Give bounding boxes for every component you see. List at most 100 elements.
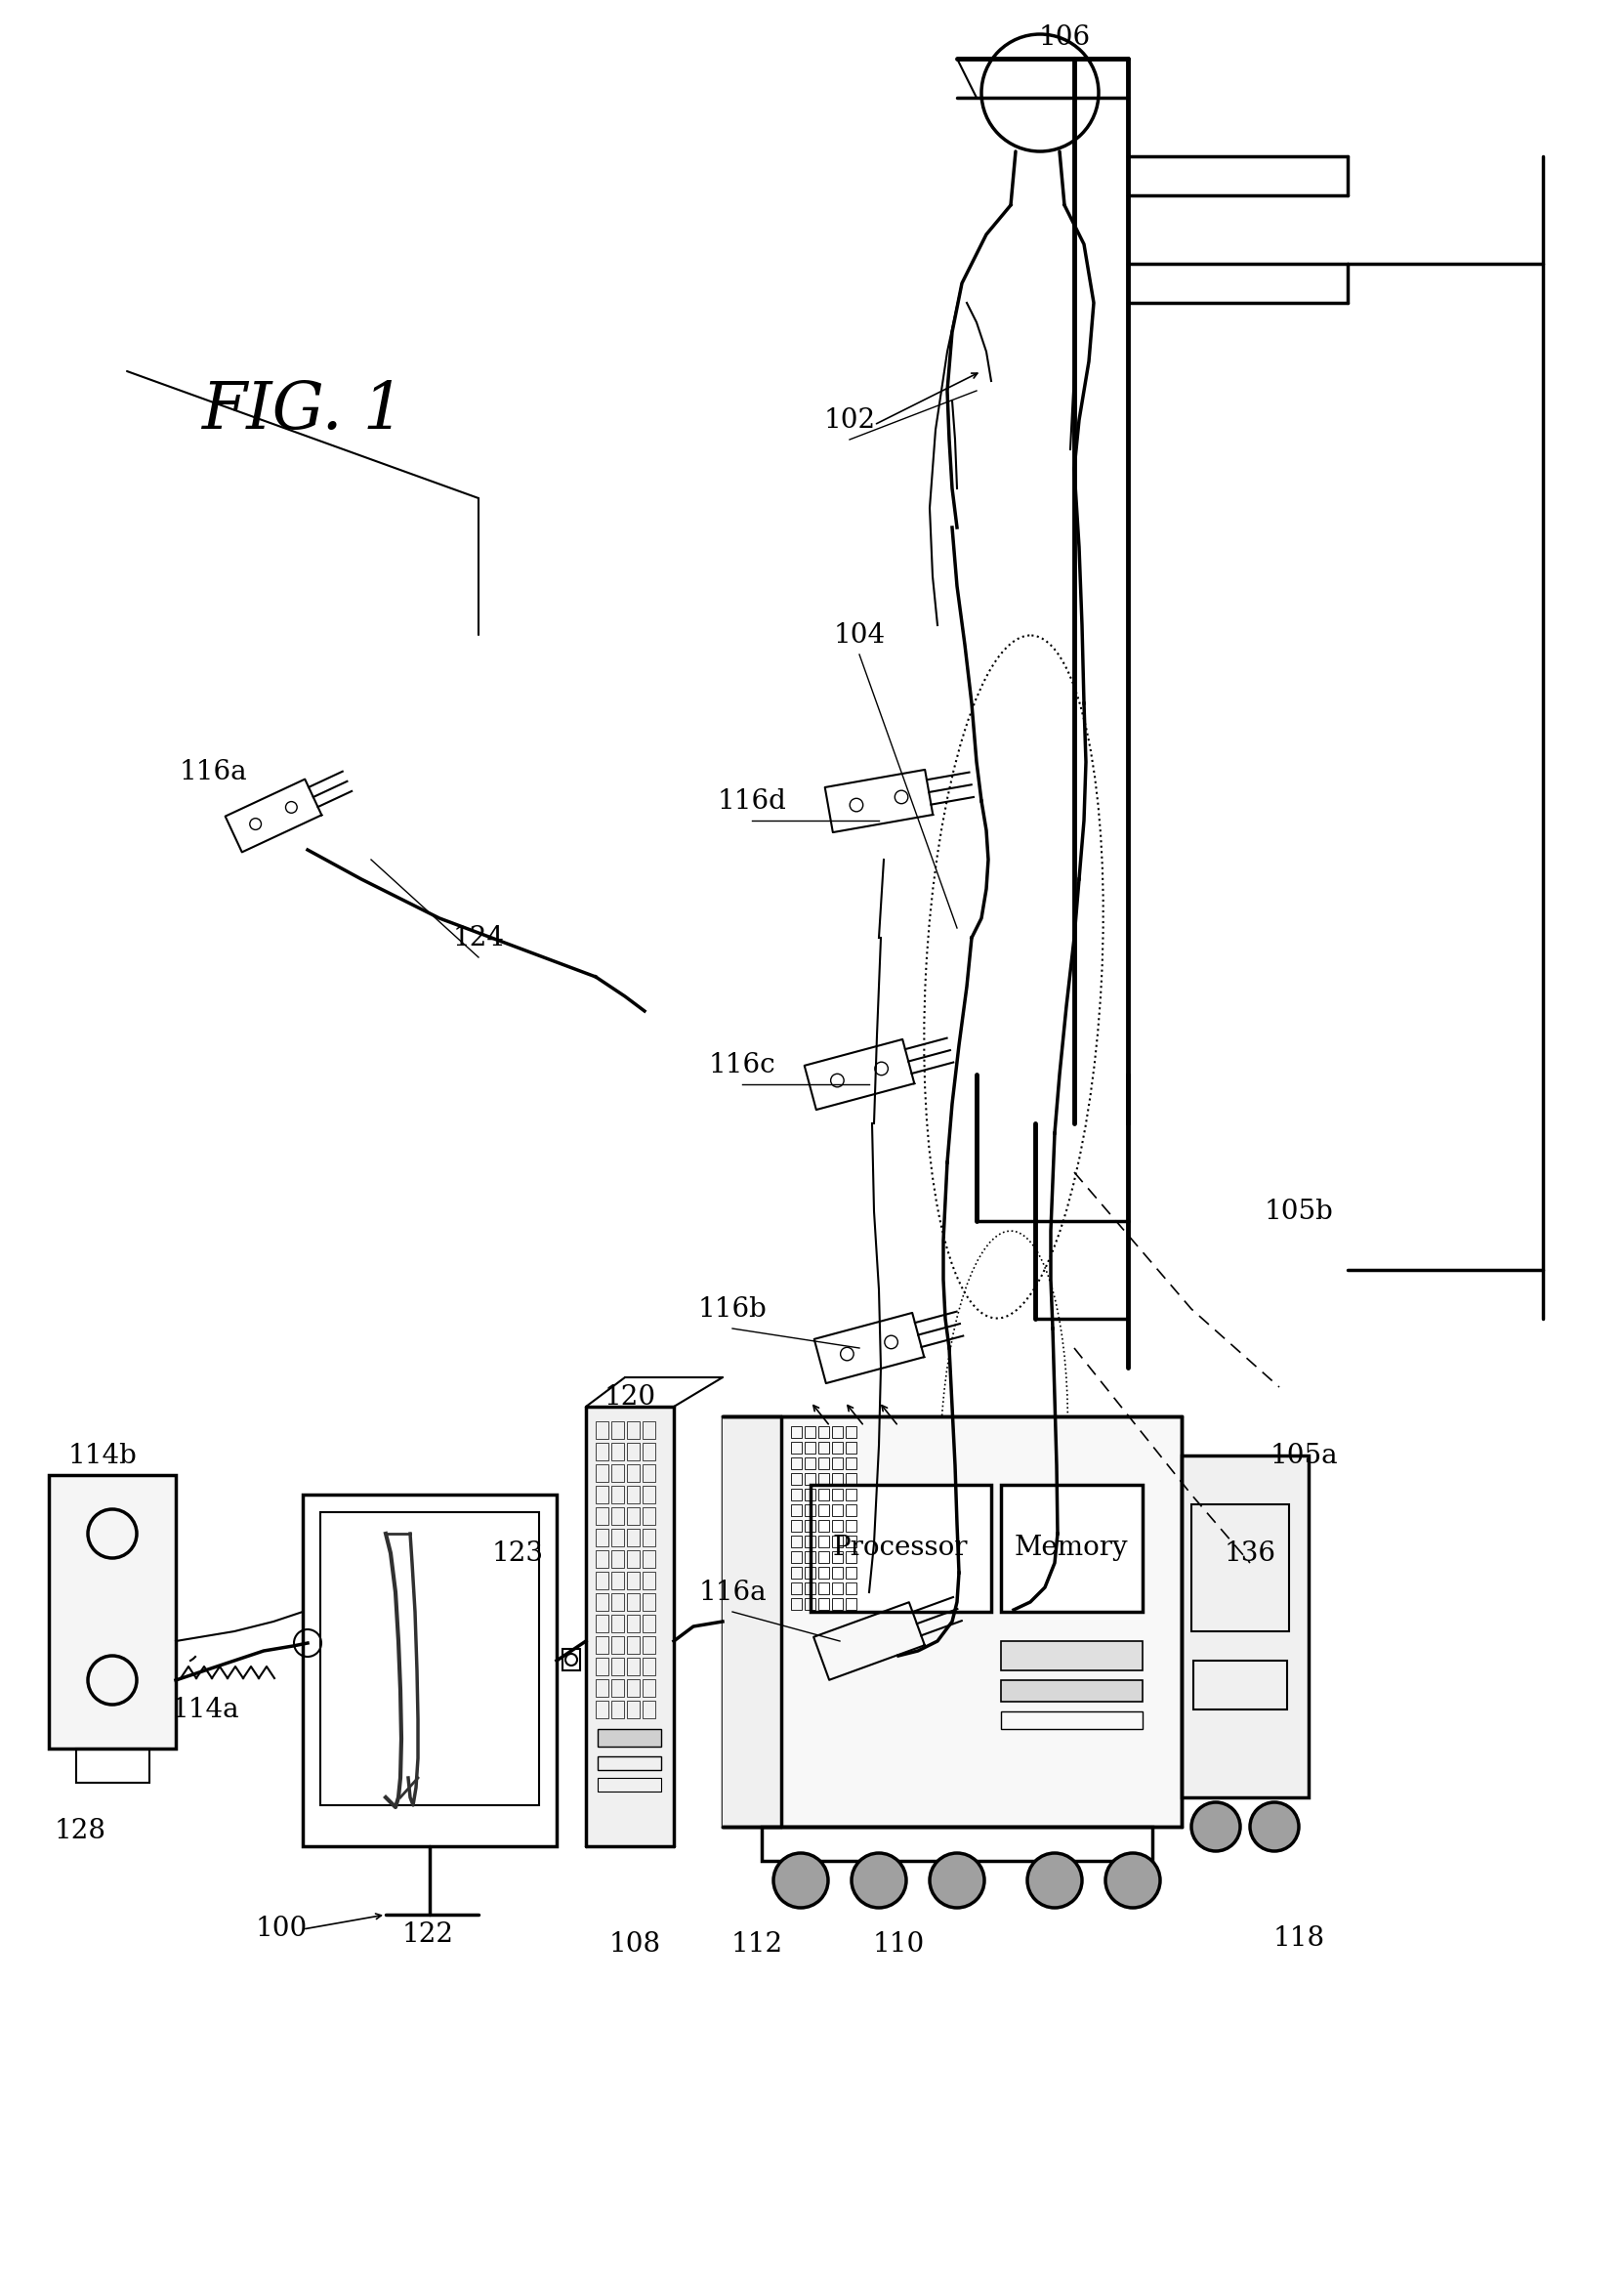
Bar (804, 1551, 815, 1563)
Bar (791, 1503, 802, 1517)
Text: 123: 123 (492, 1540, 544, 1567)
Bar (818, 1583, 830, 1595)
Text: 114a: 114a (171, 1697, 239, 1722)
Text: 116c: 116c (708, 1052, 776, 1077)
Bar (611, 1421, 624, 1440)
Bar (804, 1503, 815, 1517)
Bar (1192, 1503, 1289, 1631)
Circle shape (1250, 1802, 1299, 1852)
Circle shape (929, 1852, 984, 1907)
Bar (831, 1490, 843, 1501)
Bar (791, 1599, 802, 1611)
Circle shape (773, 1852, 828, 1907)
Text: 100: 100 (255, 1916, 307, 1943)
Bar (643, 1485, 654, 1503)
Bar (598, 1756, 661, 1770)
Bar (596, 1679, 609, 1697)
Bar (643, 1615, 654, 1633)
Bar (804, 1490, 815, 1501)
Bar (1000, 1681, 1143, 1702)
Bar (596, 1421, 609, 1440)
Bar (611, 1636, 624, 1654)
Bar (76, 1750, 149, 1784)
Bar (818, 1442, 830, 1453)
Text: 112: 112 (731, 1932, 783, 1957)
Bar (643, 1529, 654, 1547)
Bar (791, 1458, 802, 1469)
Bar (611, 1572, 624, 1590)
Bar (643, 1679, 654, 1697)
Bar (846, 1458, 856, 1469)
Bar (846, 1490, 856, 1501)
Text: 108: 108 (609, 1932, 661, 1957)
Bar (818, 1551, 830, 1563)
Bar (831, 1426, 843, 1437)
Bar (611, 1465, 624, 1483)
Bar (643, 1658, 654, 1674)
Bar (627, 1658, 640, 1674)
Bar (302, 1494, 557, 1845)
Bar (846, 1535, 856, 1547)
Bar (596, 1551, 609, 1567)
Bar (831, 1551, 843, 1563)
Bar (643, 1465, 654, 1483)
Bar (320, 1513, 539, 1804)
Bar (804, 1519, 815, 1531)
Bar (596, 1529, 609, 1547)
Bar (831, 1519, 843, 1531)
Bar (804, 1458, 815, 1469)
Text: 105b: 105b (1263, 1198, 1333, 1226)
Bar (643, 1636, 654, 1654)
Text: Memory: Memory (1015, 1535, 1129, 1560)
Bar (611, 1679, 624, 1697)
Text: 116b: 116b (698, 1296, 767, 1321)
Bar (791, 1535, 802, 1547)
Bar (627, 1636, 640, 1654)
Polygon shape (586, 1406, 674, 1845)
Bar (627, 1465, 640, 1483)
Bar (818, 1490, 830, 1501)
Bar (791, 1442, 802, 1453)
Bar (596, 1592, 609, 1611)
Text: 104: 104 (833, 622, 885, 649)
Bar (611, 1592, 624, 1611)
Bar (611, 1485, 624, 1503)
Text: 106: 106 (1038, 25, 1090, 50)
Bar (1182, 1456, 1309, 1797)
Circle shape (1192, 1802, 1241, 1852)
Bar (596, 1615, 609, 1633)
Bar (846, 1474, 856, 1485)
Bar (846, 1442, 856, 1453)
Bar (791, 1474, 802, 1485)
Bar (611, 1551, 624, 1567)
Bar (611, 1702, 624, 1718)
Bar (791, 1426, 802, 1437)
Bar (791, 1551, 802, 1563)
Bar (596, 1485, 609, 1503)
Bar (562, 1649, 580, 1670)
Circle shape (1106, 1852, 1160, 1907)
Bar (627, 1615, 640, 1633)
Bar (818, 1535, 830, 1547)
Text: 116a: 116a (698, 1579, 767, 1606)
Text: 110: 110 (872, 1932, 924, 1957)
Bar (627, 1485, 640, 1503)
Bar (831, 1583, 843, 1595)
Bar (627, 1702, 640, 1718)
Bar (627, 1551, 640, 1567)
Bar (791, 1519, 802, 1531)
Bar (643, 1442, 654, 1460)
Bar (791, 1490, 802, 1501)
Bar (791, 1567, 802, 1579)
Bar (846, 1426, 856, 1437)
Bar (846, 1599, 856, 1611)
Bar (804, 1426, 815, 1437)
Bar (804, 1599, 815, 1611)
Bar (611, 1658, 624, 1674)
Bar (643, 1572, 654, 1590)
Bar (804, 1442, 815, 1453)
Bar (611, 1615, 624, 1633)
Text: 124: 124 (453, 925, 505, 950)
Bar (611, 1442, 624, 1460)
Bar (596, 1702, 609, 1718)
